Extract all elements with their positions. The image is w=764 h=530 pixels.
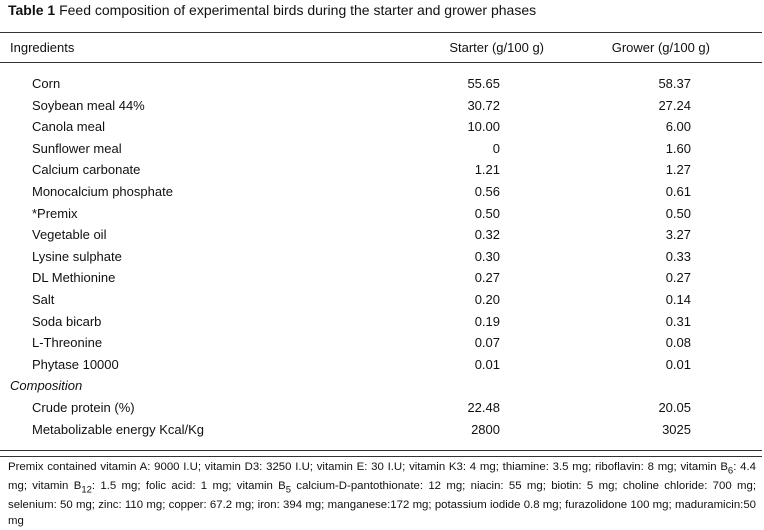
starter-value: 0.32: [474, 227, 500, 243]
grower-value: 1.27: [665, 162, 691, 178]
ingredient-name: DL Methionine: [32, 270, 116, 286]
footnote-line-2b: : 4.4 mg; vitamin B: [8, 461, 756, 493]
starter-value: 0.27: [474, 270, 500, 286]
ingredient-name: L-Threonine: [32, 335, 103, 351]
table-label: Table 1: [8, 2, 56, 18]
ingredient-name: Phytase 10000: [32, 356, 119, 372]
starter-value: 2800: [471, 421, 500, 437]
table-row: Vegetable oil 0.32 3.27: [0, 227, 764, 249]
grower-value: 0.27: [665, 270, 691, 286]
footnote-sub-b12: 12: [81, 484, 92, 496]
header-rule: [0, 62, 762, 63]
table-row: Metabolizable energy Kcal/Kg 2800 3025: [0, 422, 764, 444]
ingredient-name: Lysine sulphate: [32, 248, 122, 264]
ingredient-name: Monocalcium phosphate: [32, 183, 173, 199]
section-row: Composition: [0, 378, 764, 400]
table-caption: Table 1 Feed composition of experimental…: [8, 2, 536, 18]
table-row: Soda bicarb 0.19 0.31: [0, 314, 764, 336]
table-row: Soybean meal 44% 30.72 27.24: [0, 98, 764, 120]
grower-value: 27.24: [658, 97, 691, 113]
ingredient-name: Salt: [32, 291, 55, 307]
starter-value: 0.19: [474, 313, 500, 329]
grower-value: 0.33: [665, 248, 691, 264]
header-starter: Starter (g/100 g): [449, 40, 544, 55]
table-row: Monocalcium phosphate 0.56 0.61: [0, 184, 764, 206]
grower-value: 0.50: [665, 205, 691, 221]
footnote-line-1: Premix contained vitamin A: 9000 I.U; vi…: [8, 461, 592, 473]
ingredient-name: Canola meal: [32, 119, 105, 135]
bottom-rule-second: [0, 456, 762, 457]
section-label: Composition: [10, 378, 83, 394]
table-row: Salt 0.20 0.14: [0, 292, 764, 314]
grower-value: 6.00: [665, 119, 691, 135]
grower-value: 3025: [662, 421, 691, 437]
table-row: Crude protein (%) 22.48 20.05: [0, 400, 764, 422]
ingredient-name: Calcium carbonate: [32, 162, 141, 178]
table-row: L-Threonine 0.07 0.08: [0, 335, 764, 357]
grower-value: 58.37: [658, 76, 691, 91]
table-row: Phytase 10000 0.01 0.01: [0, 357, 764, 379]
ingredient-name: Metabolizable energy Kcal/Kg: [32, 421, 204, 437]
ingredient-name: Sunflower meal: [32, 140, 122, 156]
header-ingredients: Ingredients: [10, 40, 75, 55]
footnote-line-2d: calcium-D-pantothionate: 12 mg;: [291, 480, 466, 493]
starter-value: 30.72: [467, 97, 500, 113]
table-row: Canola meal 10.00 6.00: [0, 119, 764, 141]
table-body: Corn 55.65 58.37 Soybean meal 44% 30.72 27.24…: [0, 76, 764, 443]
footnote-line-2c: : 1.5 mg; folic acid: 1 mg; vitamin B: [91, 480, 286, 493]
top-rule: [0, 32, 762, 33]
starter-value: 55.65: [467, 76, 500, 91]
ingredient-name: Vegetable oil: [32, 227, 107, 243]
grower-value: 1.60: [665, 140, 691, 156]
table-row: DL Methionine 0.27 0.27: [0, 270, 764, 292]
starter-value: 0.20: [474, 291, 500, 307]
table-row: Corn 55.65 58.37: [0, 76, 764, 98]
grower-value: 3.27: [665, 227, 691, 243]
footnote-line-3: niacin: 55 mg; biotin: 5 mg; choline chl…: [8, 480, 756, 512]
starter-value: 0.56: [474, 183, 500, 199]
grower-value: 20.05: [658, 399, 691, 415]
grower-value: 0.61: [665, 183, 691, 199]
starter-value: 0.30: [474, 248, 500, 264]
starter-value: 10.00: [467, 119, 500, 135]
starter-value: 22.48: [467, 399, 500, 415]
ingredient-name: *Premix: [32, 205, 78, 221]
bottom-rule: [0, 450, 762, 451]
footnote-sub-b6: 6: [727, 465, 734, 477]
starter-value: 0.50: [474, 205, 500, 221]
starter-value: 0.01: [474, 356, 500, 372]
footnote-line-4: manganese:172 mg; potassium iodide 0.8 m…: [8, 499, 756, 527]
starter-value: 1.21: [474, 162, 500, 178]
table-title: Feed composition of experimental birds d…: [59, 2, 537, 18]
footnote-sub-b5: 5: [285, 484, 292, 496]
starter-value: 0.07: [474, 335, 500, 351]
ingredient-name: Crude protein (%): [32, 399, 135, 415]
header-grower: Grower (g/100 g): [611, 40, 710, 55]
grower-value: 0.31: [665, 313, 691, 329]
grower-value: 0.01: [665, 356, 691, 372]
ingredient-name: Soda bicarb: [32, 313, 102, 329]
table-row: *Premix 0.50 0.50: [0, 206, 764, 228]
ingredient-name: Corn: [32, 76, 61, 91]
grower-value: 0.08: [665, 335, 691, 351]
starter-value: 0: [492, 140, 500, 156]
table-row: Sunflower meal 0 1.60: [0, 141, 764, 163]
table-row: Lysine sulphate 0.30 0.33: [0, 249, 764, 271]
grower-value: 0.14: [665, 291, 691, 307]
ingredient-name: Soybean meal 44%: [32, 97, 145, 113]
footnote-line-2a: riboflavin: 8 mg; vitamin B: [595, 461, 728, 473]
table-row: Calcium carbonate 1.21 1.27: [0, 162, 764, 184]
table-footnote: Premix contained vitamin A: 9000 I.U; vi…: [8, 460, 756, 530]
